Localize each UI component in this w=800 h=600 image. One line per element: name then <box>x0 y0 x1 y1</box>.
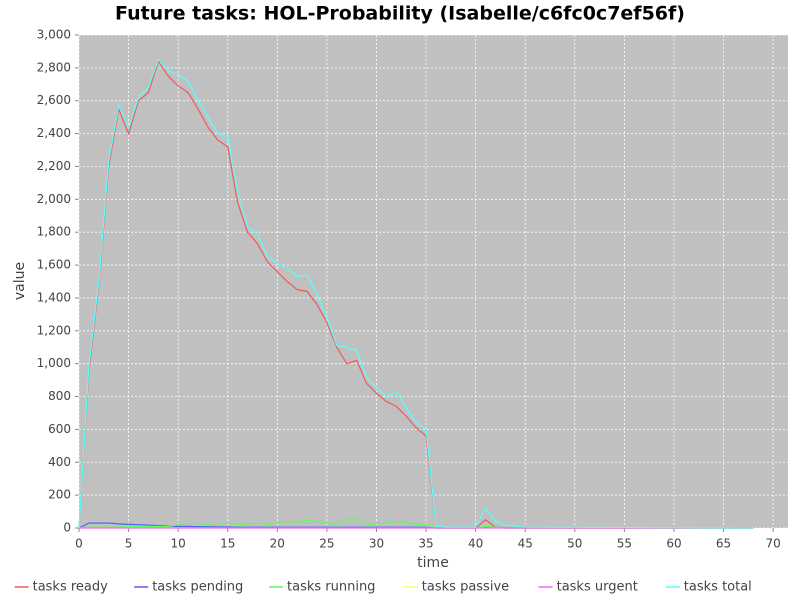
x-tick-label: 15 <box>220 537 235 551</box>
x-tick-label: 5 <box>125 537 133 551</box>
y-tick-label: 2,200 <box>37 159 71 173</box>
y-axis-label: value <box>12 262 28 300</box>
y-tick-label: 600 <box>48 422 71 436</box>
series-line <box>78 58 754 529</box>
y-tick-label: 800 <box>48 389 71 403</box>
y-tick-label: 0 <box>63 521 71 535</box>
legend-label: tasks total <box>684 580 752 595</box>
y-tick-label: 2,000 <box>37 192 71 206</box>
y-tick-label: 2,400 <box>37 126 71 140</box>
x-tick-label: 60 <box>666 537 681 551</box>
x-tick-label: 45 <box>518 537 533 551</box>
x-tick-label: 0 <box>75 537 83 551</box>
y-tick-label: 2,600 <box>37 93 71 107</box>
x-tick-label: 55 <box>617 537 632 551</box>
x-tick-label: 25 <box>319 537 334 551</box>
y-tick-label: 400 <box>48 455 71 469</box>
legend-label: tasks running <box>287 580 375 595</box>
y-tick-label: 1,800 <box>37 225 71 239</box>
y-tick-label: 200 <box>48 488 71 502</box>
legend-label: tasks ready <box>33 580 109 595</box>
legend-label: tasks urgent <box>557 580 638 595</box>
legend-label: tasks passive <box>422 580 509 595</box>
y-tick-label: 1,000 <box>37 356 71 370</box>
legend-label: tasks pending <box>152 580 243 595</box>
chart-title: Future tasks: HOL-Probability (Isabelle/… <box>115 3 685 25</box>
y-tick-label: 1,400 <box>37 290 71 304</box>
y-tick-label: 3,000 <box>37 28 71 42</box>
x-tick-label: 30 <box>369 537 384 551</box>
y-tick-label: 2,800 <box>37 60 71 74</box>
x-tick-label: 10 <box>171 537 186 551</box>
x-tick-label: 35 <box>418 537 433 551</box>
x-axis-label: time <box>417 555 449 571</box>
x-tick-label: 50 <box>567 537 582 551</box>
x-tick-label: 20 <box>270 537 285 551</box>
x-tick-label: 40 <box>468 537 483 551</box>
x-tick-label: 70 <box>765 537 780 551</box>
plot-area <box>79 35 788 528</box>
x-tick-label: 65 <box>716 537 731 551</box>
y-tick-label: 1,600 <box>37 258 71 272</box>
y-tick-label: 1,200 <box>37 323 71 337</box>
